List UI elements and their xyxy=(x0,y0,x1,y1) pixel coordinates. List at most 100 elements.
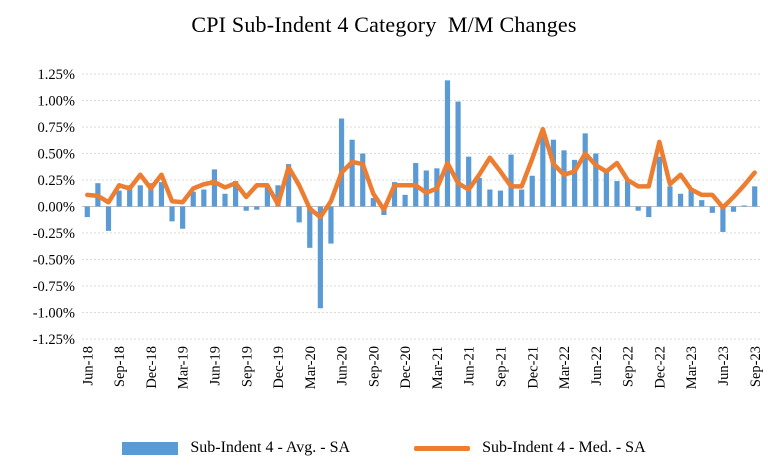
x-tick-label: Jun-23 xyxy=(716,346,732,385)
avg-bar xyxy=(561,150,567,207)
avg-bar xyxy=(116,190,122,207)
avg-bar xyxy=(741,205,747,207)
avg-bar xyxy=(497,190,504,207)
x-tick-label: Jun-20 xyxy=(335,346,351,385)
avg-bar xyxy=(677,193,684,207)
x-tick-label: Dec-18 xyxy=(144,346,160,389)
avg-bar xyxy=(444,80,451,207)
x-tick-label: Sep-23 xyxy=(748,346,764,387)
avg-bar xyxy=(254,206,260,210)
x-tick-label: Sep-19 xyxy=(239,346,255,387)
y-tick-label: -1.00% xyxy=(33,306,75,322)
avg-bar xyxy=(127,185,133,207)
avg-bar xyxy=(169,206,175,222)
y-tick-label: 1.00% xyxy=(38,94,75,110)
avg-bar xyxy=(730,206,737,212)
avg-bar xyxy=(158,182,165,207)
x-tick-label: Sep-18 xyxy=(112,346,128,387)
x-tick-label: Mar-23 xyxy=(684,346,700,389)
avg-bar xyxy=(275,185,281,207)
legend-bar-swatch xyxy=(122,441,179,455)
x-tick-label: Mar-22 xyxy=(557,346,573,389)
x-tick-label: Mar-19 xyxy=(176,346,192,389)
x-tick-label: Jun-18 xyxy=(80,346,96,385)
avg-bar xyxy=(540,130,546,207)
median-line xyxy=(85,126,757,220)
avg-bar xyxy=(105,206,112,231)
avg-bar xyxy=(211,169,218,207)
x-tick-label: Dec-21 xyxy=(525,346,541,389)
y-tick-label: 0.75% xyxy=(38,120,75,136)
avg-bar xyxy=(624,178,631,207)
avg-bar xyxy=(180,206,186,229)
y-tick-label: 0.50% xyxy=(38,147,75,163)
avg-bar xyxy=(656,156,662,207)
avg-bar xyxy=(201,189,207,207)
avg-bar xyxy=(688,188,694,207)
avg-bar xyxy=(582,133,588,207)
avg-bar xyxy=(190,191,196,207)
avg-bar xyxy=(667,186,673,207)
x-tick-label: Dec-22 xyxy=(652,346,668,389)
avg-bar xyxy=(423,170,429,207)
avg-bar xyxy=(466,156,472,207)
avg-bar xyxy=(519,189,525,207)
legend-item: Sub-Indent 4 - Med. - SA xyxy=(414,439,646,457)
avg-bar xyxy=(603,170,609,207)
y-tick-label: 0.25% xyxy=(38,173,75,189)
avg-bar xyxy=(317,206,323,309)
x-tick-label: Jun-21 xyxy=(462,346,478,385)
avg-bar xyxy=(720,206,726,232)
avg-bar xyxy=(148,183,154,207)
avg-bar xyxy=(349,139,355,207)
x-tick-label: Mar-21 xyxy=(430,346,446,389)
avg-bar xyxy=(550,139,557,207)
x-tick-label: Jun-19 xyxy=(207,346,223,385)
avg-bar xyxy=(508,154,514,207)
avg-bar xyxy=(338,118,345,207)
avg-bar xyxy=(646,206,652,218)
x-tick-label: Mar-20 xyxy=(303,346,319,389)
y-tick-label: 1.25% xyxy=(38,67,75,83)
x-tick-label: Dec-19 xyxy=(271,346,287,389)
avg-bar xyxy=(233,181,239,207)
legend-label: Sub-Indent 4 - Avg. - SA xyxy=(190,439,351,456)
avg-bar xyxy=(360,153,366,207)
avg-bar xyxy=(307,206,313,248)
avg-bar xyxy=(402,194,408,207)
avg-bar xyxy=(285,164,292,207)
avg-bar xyxy=(391,182,398,207)
x-tick-label: Jun-22 xyxy=(589,346,605,385)
legend-line-swatch xyxy=(414,445,471,451)
avg-bar xyxy=(614,181,620,207)
x-tick-label: Dec-20 xyxy=(398,346,414,389)
y-tick-label: -0.50% xyxy=(33,253,75,269)
legend-label: Sub-Indent 4 - Med. - SA xyxy=(482,439,646,456)
avg-bar xyxy=(84,206,90,218)
legend-item: Sub-Indent 4 - Avg. - SA xyxy=(122,439,350,457)
x-tick-label: Sep-20 xyxy=(366,346,382,387)
avg-bar xyxy=(635,206,641,211)
y-tick-label: -0.75% xyxy=(33,279,75,295)
x-tick-label: Sep-21 xyxy=(494,346,510,387)
avg-bar xyxy=(529,175,535,207)
chart-title: CPI Sub-Indent 4 Category M/M Changes xyxy=(191,12,577,37)
avg-bar xyxy=(709,206,715,213)
avg-bar xyxy=(699,200,705,207)
avg-bar xyxy=(572,159,578,207)
avg-bar xyxy=(296,206,302,223)
y-tick-label: 0.00% xyxy=(38,200,75,216)
y-tick-label: -0.25% xyxy=(33,226,75,242)
y-tick-label: -1.25% xyxy=(33,332,75,348)
avg-bar xyxy=(137,185,143,207)
avg-bar xyxy=(222,193,228,207)
avg-bar xyxy=(476,177,482,207)
avg-bar xyxy=(328,206,334,244)
avg-bar xyxy=(264,185,270,207)
avg-bar xyxy=(752,186,758,207)
chart-legend: Sub-Indent 4 - Avg. - SA Sub-Indent 4 - M… xyxy=(0,439,768,457)
avg-bar xyxy=(370,198,376,207)
avg-bar xyxy=(593,153,599,207)
